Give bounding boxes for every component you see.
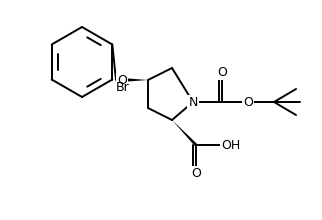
Text: O: O [117, 73, 127, 86]
Text: O: O [243, 95, 253, 108]
Text: OH: OH [221, 139, 241, 152]
Text: Br: Br [115, 81, 129, 94]
Polygon shape [128, 79, 148, 81]
Text: O: O [217, 66, 227, 79]
Text: N: N [188, 95, 198, 108]
Polygon shape [172, 120, 197, 146]
Text: O: O [191, 167, 201, 180]
